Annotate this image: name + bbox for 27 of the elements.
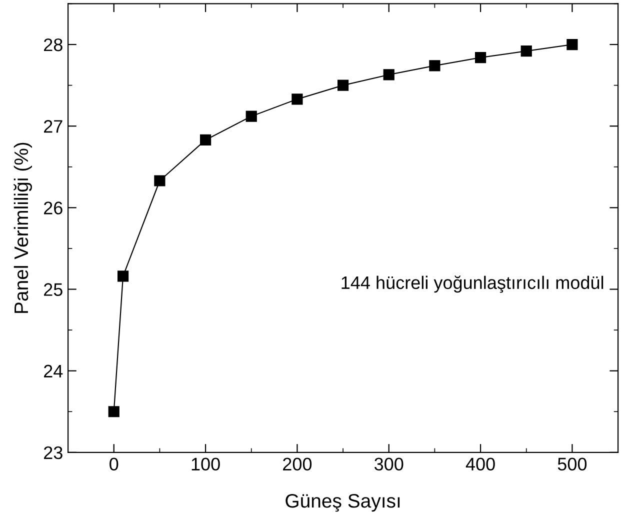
point (246, 110, 257, 122)
x-tick-label: 0 (110, 458, 118, 471)
x-tick-label: 300 (374, 458, 404, 471)
point (429, 60, 440, 72)
x-axis-title: Güneş Sayısı (286, 494, 400, 512)
point (154, 175, 166, 186)
point (474, 52, 486, 64)
point (383, 69, 394, 80)
y-tick-label: 24 (44, 364, 63, 378)
point (200, 134, 212, 146)
x-tick-label: 500 (558, 458, 587, 471)
point (108, 406, 120, 418)
y-tick-label: 27 (44, 120, 62, 133)
y-tick-label: 28 (44, 38, 62, 52)
x-tick-label: 100 (192, 458, 220, 471)
annotation: 144 hücreli yoğunlaştırıcılı modül (342, 276, 604, 293)
point (337, 80, 349, 91)
x-tick-label: 200 (283, 458, 312, 471)
point (117, 270, 129, 282)
point (566, 38, 578, 50)
y-tick-label: 23 (44, 446, 62, 460)
point (292, 94, 303, 105)
x-tick-label: 400 (466, 458, 495, 471)
y-axis-title: Panel Verimliliği (%) (14, 142, 32, 313)
y-tick-label: 25 (44, 283, 62, 296)
point (520, 45, 532, 57)
y-tick-label: 26 (44, 202, 62, 214)
